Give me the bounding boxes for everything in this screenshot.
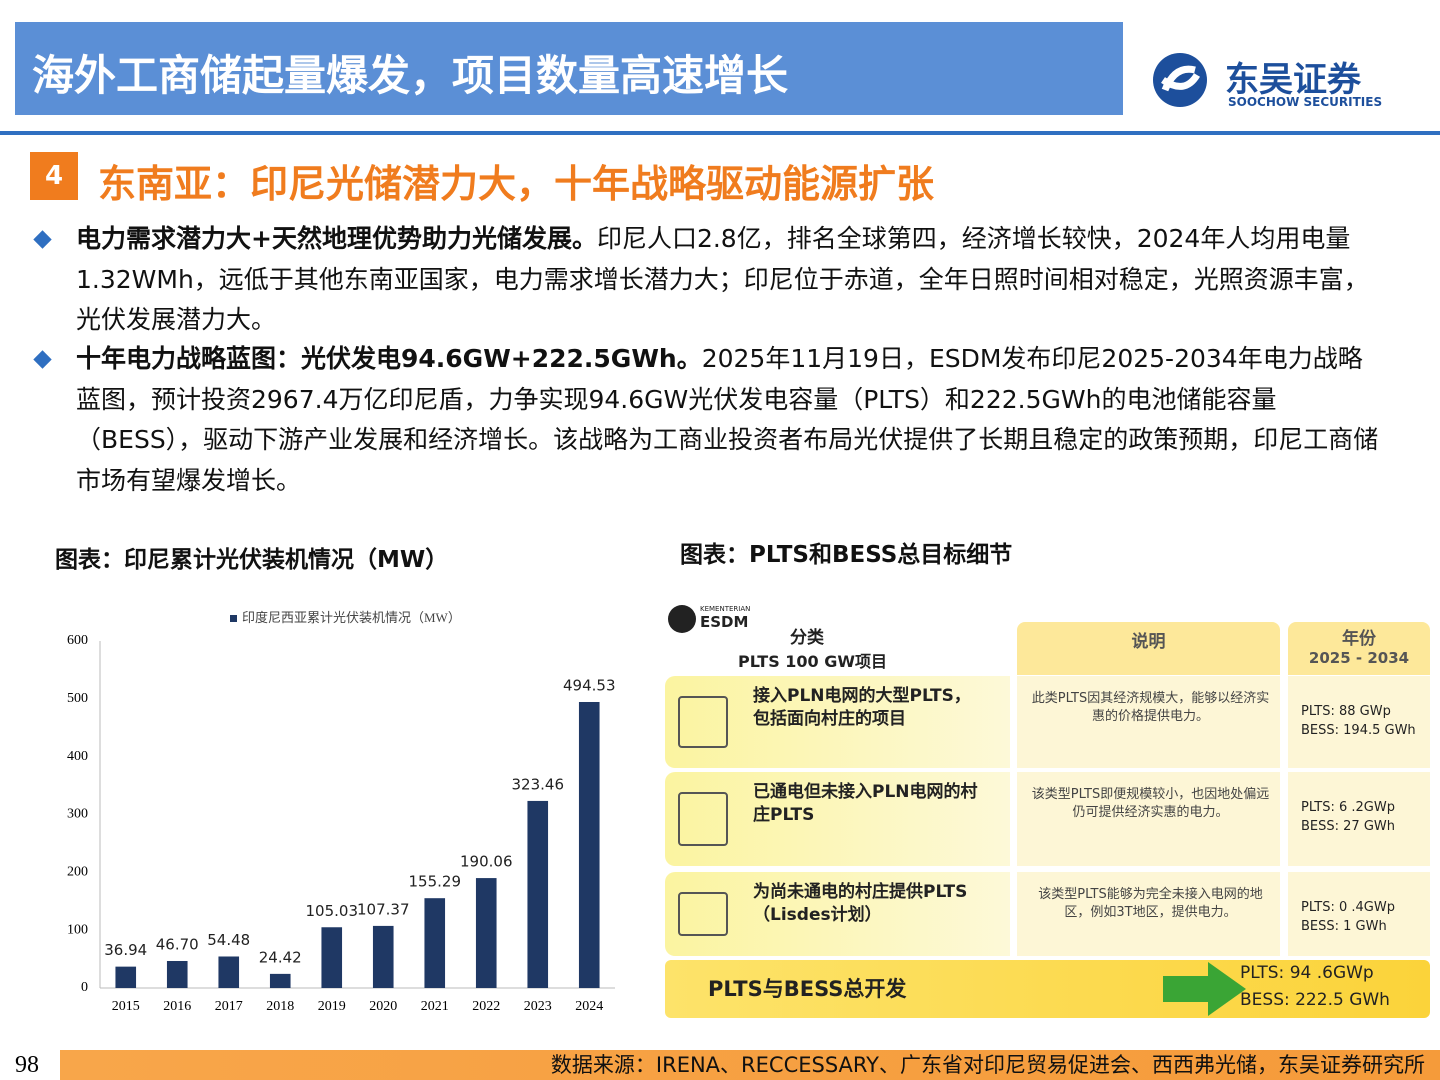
row-desc-bg [1017, 772, 1280, 866]
value-label: 46.70 [156, 935, 199, 953]
bar [115, 966, 137, 988]
x-tick-label: 2017 [215, 999, 243, 1014]
header-bar [15, 22, 1123, 115]
value-label: 54.48 [207, 931, 250, 949]
page-number: 98 [15, 1052, 39, 1078]
row-icon [678, 696, 728, 748]
y-tick-label: 300 [67, 807, 88, 822]
total-bess: BESS: 222.5 GWh [1240, 990, 1390, 1010]
row-category: 为尚未通电的村庄提供PLTS（Lisdes计划） [753, 882, 968, 925]
x-tick-label: 2016 [163, 999, 191, 1014]
row-year-bg [1288, 772, 1430, 866]
row-bg [665, 676, 1010, 768]
bar [269, 973, 291, 988]
figure-caption: 图表：PLTS和BESS总目标细节 [680, 542, 1013, 568]
row-icon [678, 792, 728, 846]
row-category: 已通电但未接入PLN电网的村庄PLTS [753, 782, 978, 825]
logo-cn: 东吴证券 [1225, 60, 1361, 100]
x-tick-label: 2015 [112, 999, 140, 1014]
y-tick-label: 0 [81, 980, 88, 995]
value-label: 107.37 [357, 900, 410, 918]
x-tick-label: 2021 [421, 999, 449, 1014]
bullet-icon [33, 230, 52, 249]
value-label: 24.42 [259, 948, 302, 966]
figure-caption: 图表：印尼累计光伏装机情况（MW） [55, 547, 449, 573]
arrow [1163, 962, 1246, 1016]
row-plts: PLTS: 6 .2GWp [1301, 800, 1395, 815]
row-bess: BESS: 194.5 GWh [1301, 723, 1416, 738]
header-title: 海外工商储起量爆发，项目数量高速增长 [32, 51, 789, 100]
value-label: 36.94 [104, 941, 147, 959]
bar [578, 701, 600, 988]
bar [321, 927, 343, 988]
bullet: 电力需求潜力大+天然地理优势助力光储发展。印尼人口2.8亿，排名全球第四，经济增… [76, 219, 1386, 341]
y-tick-label: 400 [67, 749, 88, 764]
row-desc-bg [1017, 676, 1280, 768]
x-tick-label: 2023 [524, 999, 552, 1014]
row-bg [665, 772, 1010, 866]
row-bess: BESS: 1 GWh [1301, 919, 1387, 934]
bar [166, 960, 188, 988]
bar [218, 956, 240, 988]
legend-swatch [230, 615, 237, 622]
row-desc-bg [1017, 872, 1280, 956]
col-header: 年份 [1342, 629, 1376, 649]
bullet-icon [33, 350, 52, 369]
col-header: 分类 [790, 628, 824, 648]
col-header: PLTS 100 GW项目 [738, 652, 888, 671]
bullet-text: 2025年11月19日，ESDM发布印尼2025-2034年电力战略蓝图，预计投… [76, 344, 1379, 495]
plts-table: KEMENTERIAN ESDM 分类 PLTS 100 GW项目 说明 年份 2… [660, 595, 1435, 1025]
y-tick-label: 600 [67, 633, 88, 648]
value-label: 190.06 [460, 853, 513, 871]
row-desc: 该类型PLTS能够为完全未接入电网的地区，例如3T地区，提供电力。 [1038, 887, 1263, 920]
value-label: 323.46 [512, 775, 565, 793]
bullet-bold: 十年电力战略蓝图：光伏发电94.6GW+222.5GWh。 [76, 344, 702, 373]
section-number: 4 [30, 152, 78, 200]
bar [424, 898, 446, 988]
source: 数据来源：IRENA、RECCESSARY、广东省对印尼贸易促进会、西西弗光储，… [550, 1053, 1425, 1077]
row-bg [665, 872, 1010, 956]
logo-mark [1153, 53, 1207, 107]
footer-bar [0, 1050, 1440, 1080]
value-label: 105.03 [306, 902, 359, 920]
row-desc: 此类PLTS因其经济规模大，能够以经济实惠的价格提供电力。 [1031, 691, 1270, 724]
row-year-bg [1288, 676, 1430, 768]
y-tick-label: 100 [67, 922, 88, 937]
row-plts: PLTS: 88 GWp [1301, 704, 1391, 719]
col-header: 说明 [1017, 622, 1280, 675]
x-tick-label: 2024 [575, 999, 603, 1014]
col-header: 2025 - 2034 [1308, 649, 1410, 667]
y-tick-label: 500 [67, 691, 88, 706]
row-icon [678, 892, 728, 936]
bullet: 十年电力战略蓝图：光伏发电94.6GW+222.5GWh。2025年11月19日… [76, 339, 1386, 501]
value-label: 155.29 [409, 873, 462, 891]
section-title: 东南亚：印尼光储潜力大，十年战略驱动能源扩张 [98, 162, 935, 206]
value-label: 494.53 [563, 676, 616, 694]
bar [475, 878, 497, 988]
row-plts: PLTS: 0 .4GWp [1301, 900, 1395, 915]
chart: 0 100 200 300 400 500 600 印度尼西亚累计光伏装机情况（MW） 2015… [67, 610, 616, 1014]
bar [527, 800, 549, 988]
x-tick-label: 2018 [266, 999, 294, 1014]
row-category: 接入PLN电网的大型PLTS，包括面向村庄的项目 [753, 686, 971, 729]
logo-small: KEMENTERIAN [700, 605, 751, 613]
bullet-bold: 电力需求潜力大+天然地理优势助力光储发展。 [76, 224, 597, 253]
logo: ESDM [700, 613, 749, 631]
x-tick-label: 2019 [318, 999, 346, 1014]
total-plts: PLTS: 94 .6GWp [1240, 963, 1374, 983]
header-rule [0, 131, 1440, 135]
total-label: PLTS与BESS总开发 [708, 977, 907, 1001]
row-bess: BESS: 27 GWh [1301, 819, 1395, 834]
row-desc: 该类型PLTS即便规模较小，也因地处偏远仍可提供经济实惠的电力。 [1031, 787, 1270, 820]
logo-en: SOOCHOW SECURITIES [1228, 95, 1383, 109]
col-header: 年份 2025 - 2034 [1288, 622, 1430, 675]
legend-label: 印度尼西亚累计光伏装机情况（MW） [242, 610, 461, 625]
bullet-text: 印尼人口2.8亿，排名全球第四，经济增长较快，2024年人均用电量1.32WMh… [76, 224, 1369, 334]
x-tick-label: 2020 [369, 999, 397, 1014]
row-year-bg [1288, 872, 1430, 956]
x-tick-label: 2022 [472, 999, 500, 1014]
y-tick-label: 200 [67, 865, 88, 880]
bar [372, 925, 394, 988]
